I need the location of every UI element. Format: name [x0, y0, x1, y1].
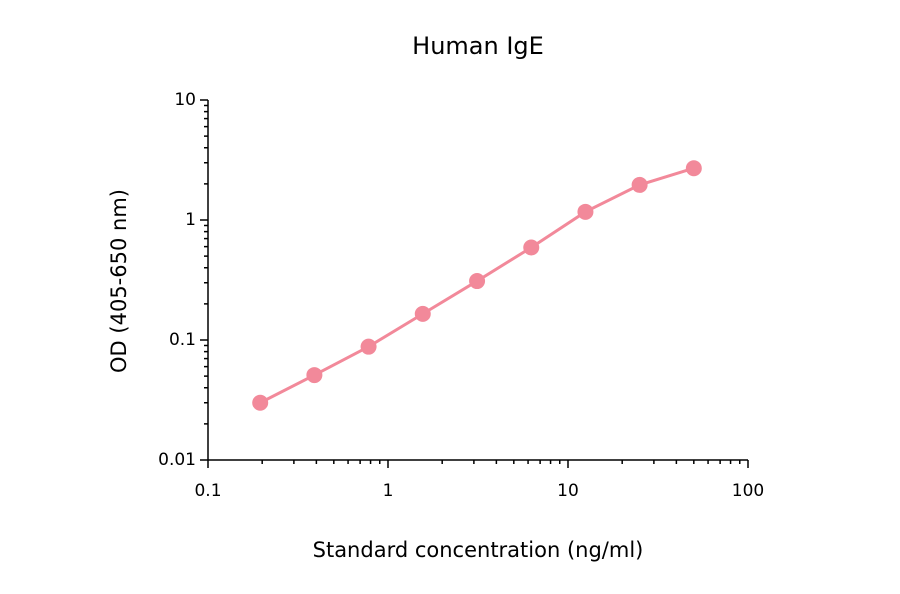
data-point — [469, 273, 486, 290]
data-point — [414, 305, 431, 322]
data-point — [577, 203, 594, 220]
data-point — [360, 338, 377, 355]
chart-title: Human IgE — [412, 32, 544, 60]
y-tick-label: 10 — [174, 90, 196, 110]
y-tick-label: 0.01 — [158, 450, 196, 470]
x-axis-label: Standard concentration (ng/ml) — [313, 538, 644, 562]
data-point — [306, 367, 323, 384]
data-point — [685, 160, 702, 177]
y-axis-label: OD (405-650 nm) — [107, 189, 131, 373]
data-point — [252, 394, 269, 411]
y-tick-label: 0.1 — [169, 330, 196, 350]
x-tick-label: 1 — [383, 481, 394, 501]
data-point — [523, 239, 540, 256]
x-tick-label: 10 — [557, 481, 579, 501]
data-point — [631, 176, 648, 193]
x-tick-label: 100 — [732, 481, 764, 501]
x-tick-label: 0.1 — [194, 481, 221, 501]
y-tick-label: 1 — [185, 210, 196, 230]
